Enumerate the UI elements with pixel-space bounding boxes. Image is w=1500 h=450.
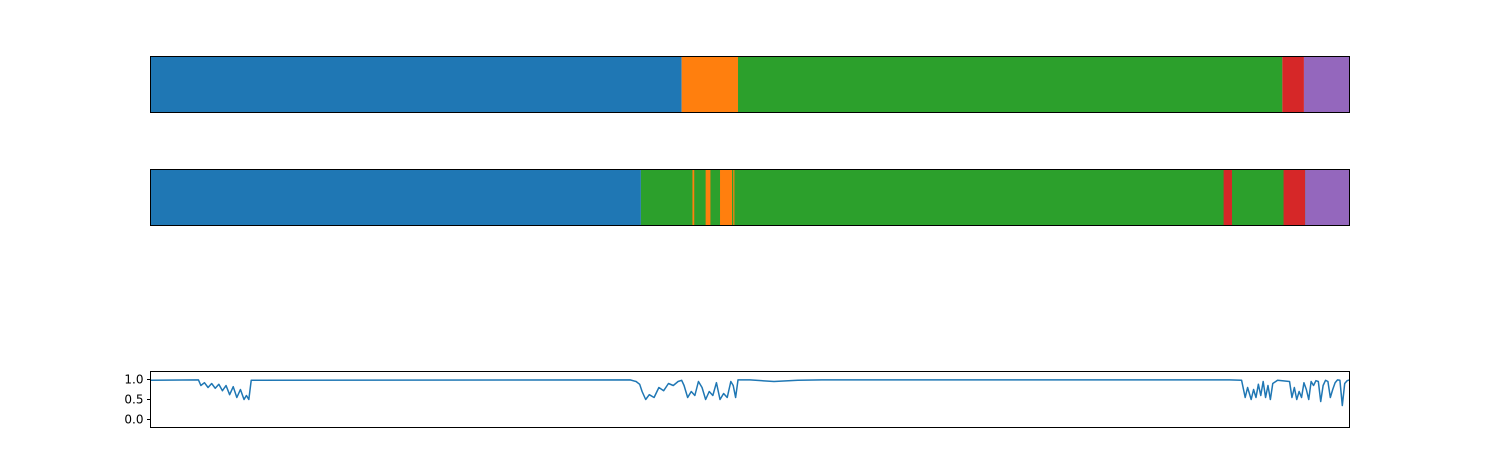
panel-3-plot (150, 379, 1350, 407)
panel-1-segment-4 (1303, 56, 1350, 113)
panel-2-segment-0 (150, 169, 641, 226)
panel-2 (150, 169, 1350, 226)
panel-1-segment-0 (150, 56, 682, 113)
panel-3-y-axis: 1.0 0.5 0.0 (124, 373, 151, 427)
panel-3-series-line-0 (150, 379, 1350, 407)
panel-1-segments (150, 56, 1350, 113)
panel-3-ytick-label-2: 0.0 (124, 413, 143, 427)
panel-2-segment-8 (1305, 169, 1350, 226)
panel-1-frame (150, 56, 1350, 113)
panel-2-segment-1 (640, 169, 1350, 226)
panel-3-ytick-label-1: 0.5 (124, 393, 143, 407)
panel-2-segment-7 (1283, 169, 1306, 226)
panel-2-frame (150, 169, 1350, 226)
panel-1-segment-1 (681, 56, 739, 113)
panel-2-segments (150, 169, 1350, 226)
panel-3: 1.0 0.5 0.0 (124, 371, 1350, 428)
panel-3-frame (150, 371, 1350, 428)
panel-1-segment-2 (738, 56, 1283, 113)
panel-2-segment-2 (692, 169, 695, 226)
panel-1 (150, 56, 1350, 113)
panel-1-segment-3 (1282, 56, 1304, 113)
panel-3-ytick-label-0: 1.0 (124, 373, 143, 387)
panel-2-segment-4 (720, 169, 733, 226)
panel-2-segment-6 (1223, 169, 1232, 226)
panel-2-segment-3 (705, 169, 711, 226)
panel-2-segment-5 (733, 169, 735, 226)
